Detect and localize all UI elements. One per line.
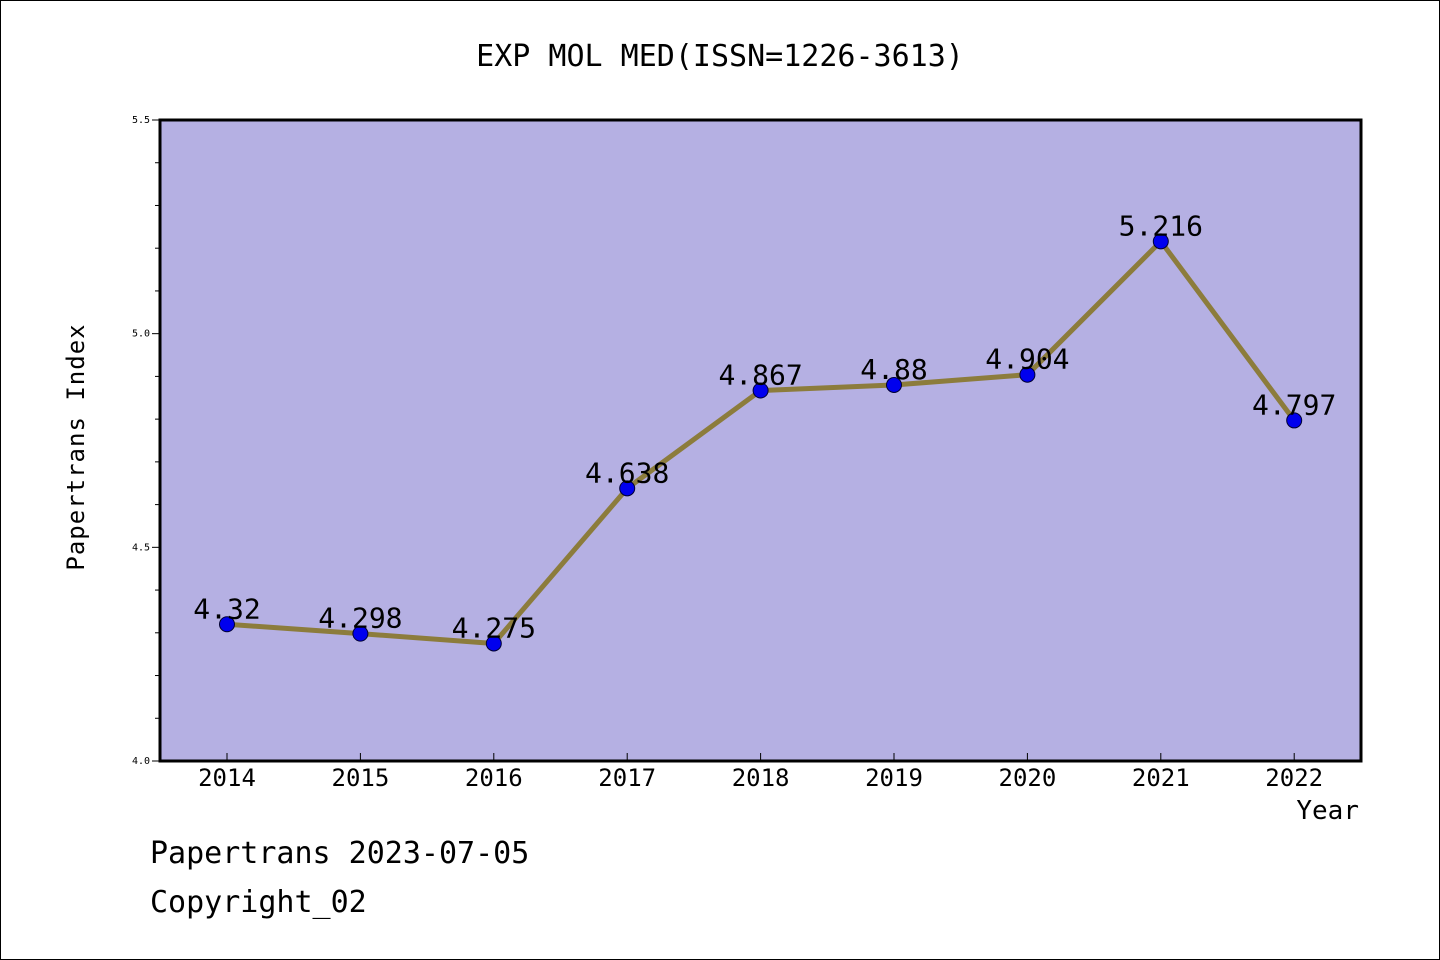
data-label: 4.904 xyxy=(985,343,1069,376)
data-point xyxy=(1019,366,1036,383)
data-point xyxy=(1152,233,1169,250)
data-label: 4.298 xyxy=(318,602,402,635)
data-point xyxy=(219,616,235,633)
y-axis: 4.0 4.5 5.0 5.5 xyxy=(132,115,160,767)
data-point xyxy=(485,635,502,652)
x-tick-label: 2020 xyxy=(999,764,1057,792)
data-label: 4.867 xyxy=(718,359,802,392)
data-label: 4.88 xyxy=(860,353,927,386)
y-tick-label: 4.0 xyxy=(132,756,150,767)
series: 4.32 4.298 4.275 4.638 4.867 4.88 4.904 5.216 4.… xyxy=(193,209,1336,652)
x-tick-label: 2017 xyxy=(598,764,656,792)
data-point xyxy=(752,382,769,399)
x-tick-label: 2019 xyxy=(865,764,923,792)
data-point xyxy=(619,480,636,497)
data-label: 4.797 xyxy=(1252,388,1336,421)
x-tick-label: 2018 xyxy=(732,764,790,792)
y-tick-label: 4.5 xyxy=(132,542,150,553)
data-label: 4.275 xyxy=(452,611,536,644)
x-tick-label: 2021 xyxy=(1132,764,1190,792)
data-point xyxy=(886,376,902,393)
x-axis-label: Year xyxy=(1296,796,1359,826)
x-tick-label: 2014 xyxy=(198,764,256,792)
x-axis: 2014 2015 2016 2017 2018 2019 2020 2021 2022 xyxy=(198,753,1323,792)
data-label: 5.216 xyxy=(1119,209,1203,242)
x-tick-label: 2015 xyxy=(332,764,390,792)
y-tick-label: 5.5 xyxy=(132,115,150,126)
data-point xyxy=(352,625,369,642)
footer-date: Papertrans 2023-07-05 xyxy=(150,836,530,871)
data-label: 4.638 xyxy=(585,456,669,489)
footer-copyright: Copyright_02 xyxy=(150,885,367,920)
data-label: 4.32 xyxy=(193,592,260,625)
chart-title: EXP MOL MED(ISSN=1226-3613) xyxy=(476,39,964,74)
data-point xyxy=(1286,412,1303,429)
plot-area xyxy=(158,118,1363,763)
y-axis-label: Papertrans Index xyxy=(62,323,90,570)
y-tick-label: 5.0 xyxy=(132,329,150,340)
x-tick-label: 2016 xyxy=(465,764,523,792)
x-tick-label: 2022 xyxy=(1265,764,1323,792)
